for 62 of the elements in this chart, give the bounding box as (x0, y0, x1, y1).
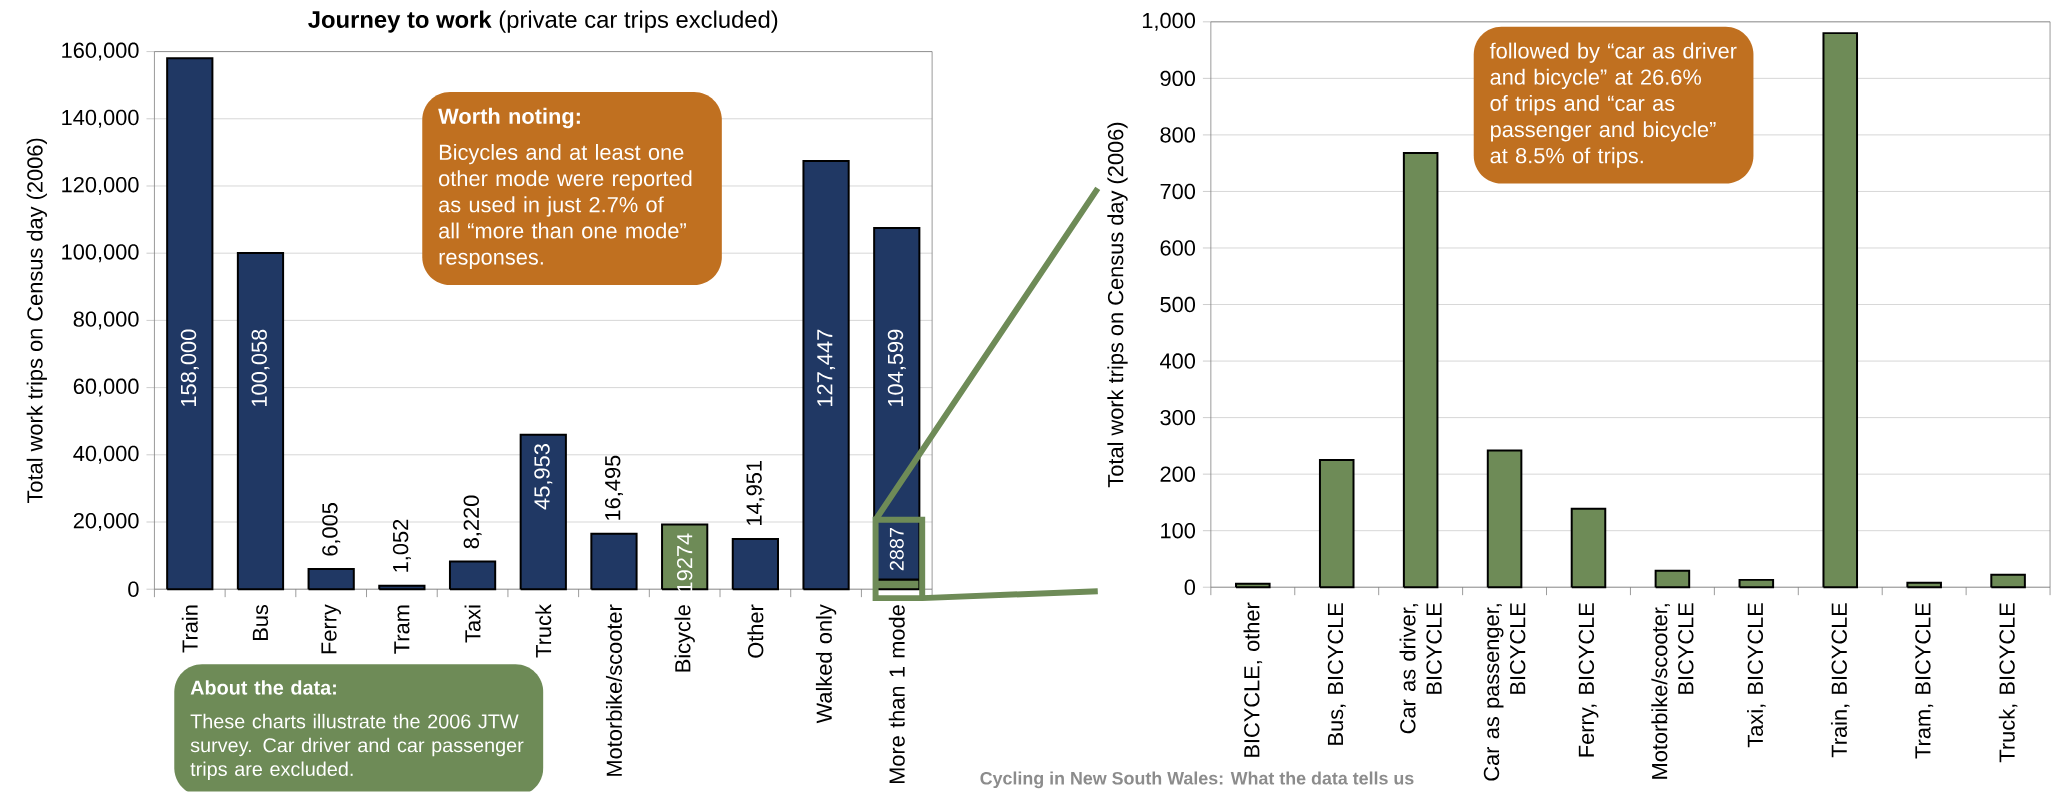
y-tick-label: 400 (1160, 353, 1196, 370)
y-tick-label: 80,000 (73, 311, 139, 330)
x-tick-label: Ferry (321, 604, 341, 654)
y-axis-title: Total work trips on Census day (2006) (1107, 123, 1128, 488)
y-tick-label: 300 (1160, 410, 1196, 426)
y-tick-label: 120,000 (62, 177, 139, 196)
data-label: 14,951 (746, 461, 765, 526)
y-tick-label: 160,000 (62, 42, 139, 61)
x-tick-label: Other (747, 604, 764, 658)
x-tick-label: Train (181, 605, 198, 653)
x-tick-label: Walked only (815, 604, 837, 724)
y-tick-label: 1,000 (1142, 13, 1196, 32)
data-label: 100,058 (251, 329, 270, 407)
x-tick-label: Car as driver, BICYCLE (1399, 603, 1442, 734)
x-tick-label: Taxi, BICYCLE (1747, 603, 1766, 748)
x-tick-label: Motorbike/scooter (605, 604, 622, 777)
y-tick-label: 20,000 (73, 513, 139, 532)
y-tick-label: 40,000 (73, 446, 139, 465)
x-tick-label: Truck (535, 604, 552, 658)
annotation: Worth noting: (438, 108, 580, 129)
chart-title: Journey to work (private car trips excluded) (308, 10, 778, 33)
y-tick-label: 60,000 (73, 378, 139, 397)
y-tick-label: 800 (1160, 127, 1196, 143)
annotation: Bicycles and at least one other mode were reported as used in just 2.7% of all “more than one mode” responses. (439, 144, 692, 270)
y-tick-label: 140,000 (62, 110, 139, 129)
x-tick-label: Bus (252, 605, 269, 641)
x-tick-label: Car as passenger, BICYCLE (1483, 603, 1526, 781)
x-tick-label: Bus, BICYCLE (1327, 603, 1346, 745)
text: These charts illustrate the 2006 JTW survey. Car driver and car passenger trips are excluded. (190, 714, 524, 781)
x-tick-label: Ferry, BICYCLE (1578, 603, 1599, 757)
data-label: 16,495 (604, 455, 623, 521)
x-tick-label: More than 1 mode (888, 605, 905, 784)
x-tick-label: BICYCLE, other (1243, 602, 1263, 758)
y-tick-label: 0 (1184, 579, 1196, 596)
data-label: 1,052 (392, 520, 411, 572)
y-tick-label: 100 (1161, 523, 1196, 539)
data-label: 8,220 (463, 495, 482, 549)
text: Cycling in New South Wales: What the data tells us (980, 771, 1414, 789)
y-tick-label: 200 (1160, 466, 1196, 483)
data-label: 19274 (676, 533, 693, 593)
y-tick-label: 100,000 (62, 244, 139, 263)
y-tick-label: 600 (1160, 240, 1196, 256)
x-tick-label: Motorbike/scooter, BICYCLE (1651, 603, 1694, 779)
y-tick-label: 700 (1160, 183, 1196, 200)
y-tick-label: 0 (128, 581, 139, 598)
data-label: 2887 (889, 528, 904, 571)
data-label: 104,599 (887, 329, 906, 407)
x-tick-label: Bicycle (674, 605, 695, 672)
x-tick-label: Train, BICYCLE (1830, 603, 1850, 758)
y-tick-label: 900 (1160, 70, 1196, 87)
data-label: 158,000 (180, 329, 199, 407)
x-tick-label: Tram (394, 605, 410, 654)
data-label: 45,953 (534, 444, 553, 510)
x-tick-label: Taxi (464, 605, 481, 643)
data-label: 127,447 (817, 330, 836, 407)
text: About the data: (190, 680, 336, 695)
x-tick-label: Tram, BICYCLE (1915, 603, 1934, 759)
data-label: 6,005 (322, 503, 341, 556)
annotation: followed by “car as driver and bicycle” at 26.6% of trips and “car as passenger and bicycle” at 8.5% of trips. (1489, 42, 1737, 168)
y-axis-title: Total work trips on Census day (2006) (26, 138, 47, 504)
x-tick-label: Truck, BICYCLE (1998, 603, 2018, 763)
y-tick-label: 500 (1160, 297, 1196, 313)
